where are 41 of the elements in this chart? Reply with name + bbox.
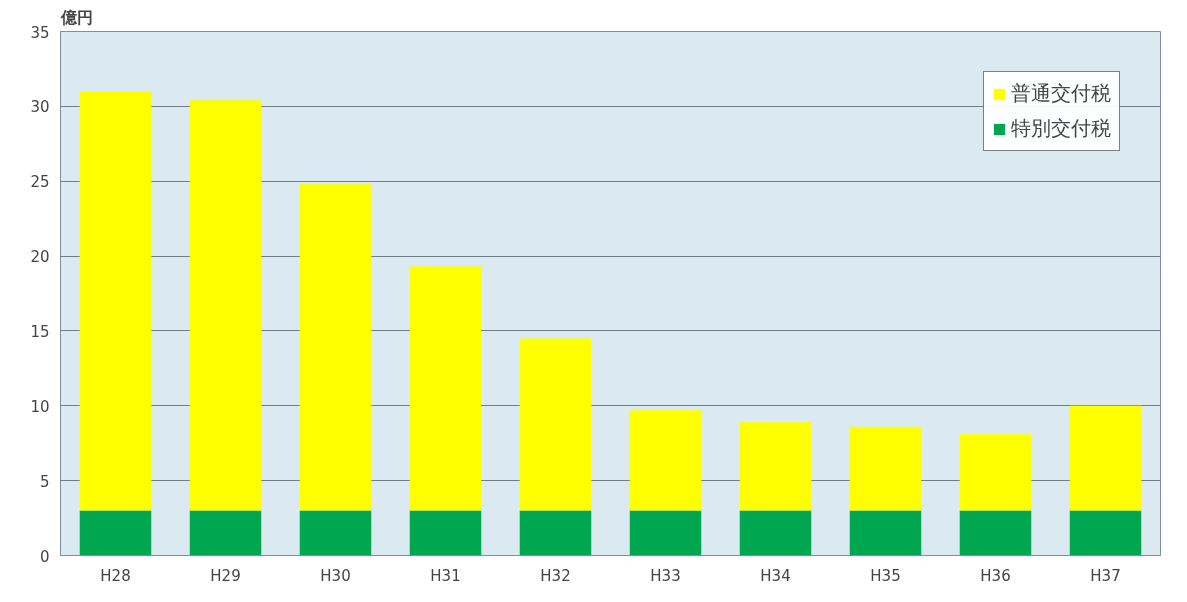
bar	[519, 510, 592, 556]
x-tick-label: H33	[650, 566, 681, 585]
y-tick-label: 0	[39, 547, 50, 566]
bar	[299, 510, 372, 556]
y-tick-label: 30	[30, 98, 50, 117]
bar	[409, 266, 482, 511]
bar	[1069, 510, 1142, 556]
x-tick-label: H29	[210, 566, 241, 585]
y-tick-label: 5	[39, 472, 50, 491]
bar	[409, 510, 482, 556]
x-tick-label: H34	[760, 566, 791, 585]
x-tick-label: H35	[870, 566, 901, 585]
bar	[519, 338, 592, 511]
legend-label: 特別交付税	[1011, 115, 1111, 142]
bar	[849, 510, 922, 556]
y-tick-label: 10	[30, 397, 50, 416]
y-axis-title: 億円	[59, 7, 93, 27]
x-tick-label: H28	[100, 566, 131, 585]
bar	[629, 510, 702, 556]
x-tick-label: H32	[540, 566, 571, 585]
x-tick-label: H36	[980, 566, 1011, 585]
x-tick-label: H31	[430, 566, 461, 585]
bar	[79, 91, 152, 511]
y-tick-label: 20	[30, 248, 50, 267]
y-tick-label: 35	[30, 23, 50, 42]
bar	[189, 100, 262, 511]
legend-label: 普通交付税	[1011, 80, 1111, 107]
y-tick-label: 15	[30, 322, 50, 341]
bar	[79, 510, 152, 556]
bar	[739, 510, 812, 556]
y-tick-label: 25	[30, 173, 50, 192]
x-tick-label: H30	[320, 566, 351, 585]
bar	[959, 434, 1032, 511]
bar	[629, 410, 702, 511]
bar	[189, 510, 262, 556]
bar	[299, 184, 372, 511]
bar	[849, 426, 922, 511]
bar	[739, 422, 812, 511]
bar	[959, 510, 1032, 556]
x-tick-label: H37	[1090, 566, 1121, 585]
bar	[1069, 405, 1142, 511]
